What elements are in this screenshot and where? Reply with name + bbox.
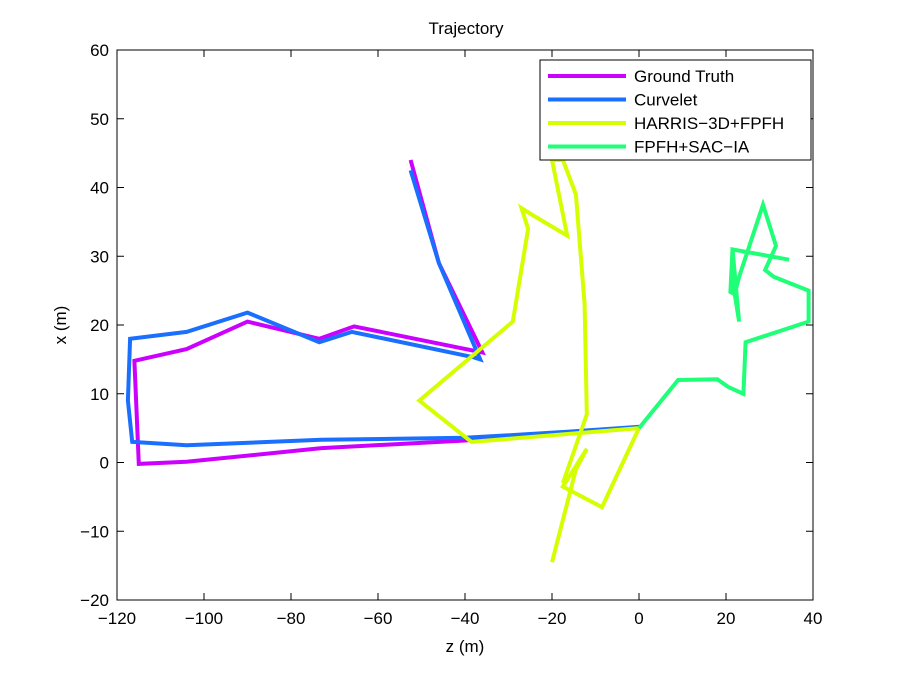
y-axis-label: x (m) [51,306,70,345]
legend-label: Curvelet [634,91,698,110]
series-line-2 [125,169,640,448]
x-tick-label: −100 [185,609,223,628]
legend-label: HARRIS−3D+FPFH [634,114,784,133]
x-tick-label: −80 [277,609,306,628]
y-tick-label: 60 [90,41,109,60]
y-tick-label: 20 [90,316,109,335]
series-line-3 [416,158,643,563]
x-tick-label: 0 [634,609,643,628]
chart-title: Trajectory [429,19,504,38]
legend-label: Ground Truth [634,67,734,86]
x-tick-label: −20 [538,609,567,628]
y-tick-label: −20 [80,591,109,610]
x-tick-label: −40 [451,609,480,628]
legend: Ground Truth Curvelet HARRIS−3D+FPFH FPFH+S… [539,59,812,161]
axis-ticks: −120 −100 −80 −60 −40 −20 0 20 40−20−10010203040… [80,41,822,628]
x-tick-label: 20 [717,609,736,628]
y-tick-label: 50 [90,110,109,129]
series-lines [125,158,811,563]
y-tick-label: 30 [90,247,109,266]
series-line-4 [637,198,811,430]
y-tick-label: 10 [90,385,109,404]
x-tick-label: 40 [804,609,823,628]
y-tick-label: −10 [80,522,109,541]
y-tick-label: 0 [100,454,109,473]
x-tick-label: −120 [98,609,136,628]
y-tick-label: 40 [90,179,109,198]
legend-label: FPFH+SAC−IA [634,138,750,157]
x-tick-label: −60 [364,609,393,628]
x-axis-label: z (m) [446,637,485,656]
